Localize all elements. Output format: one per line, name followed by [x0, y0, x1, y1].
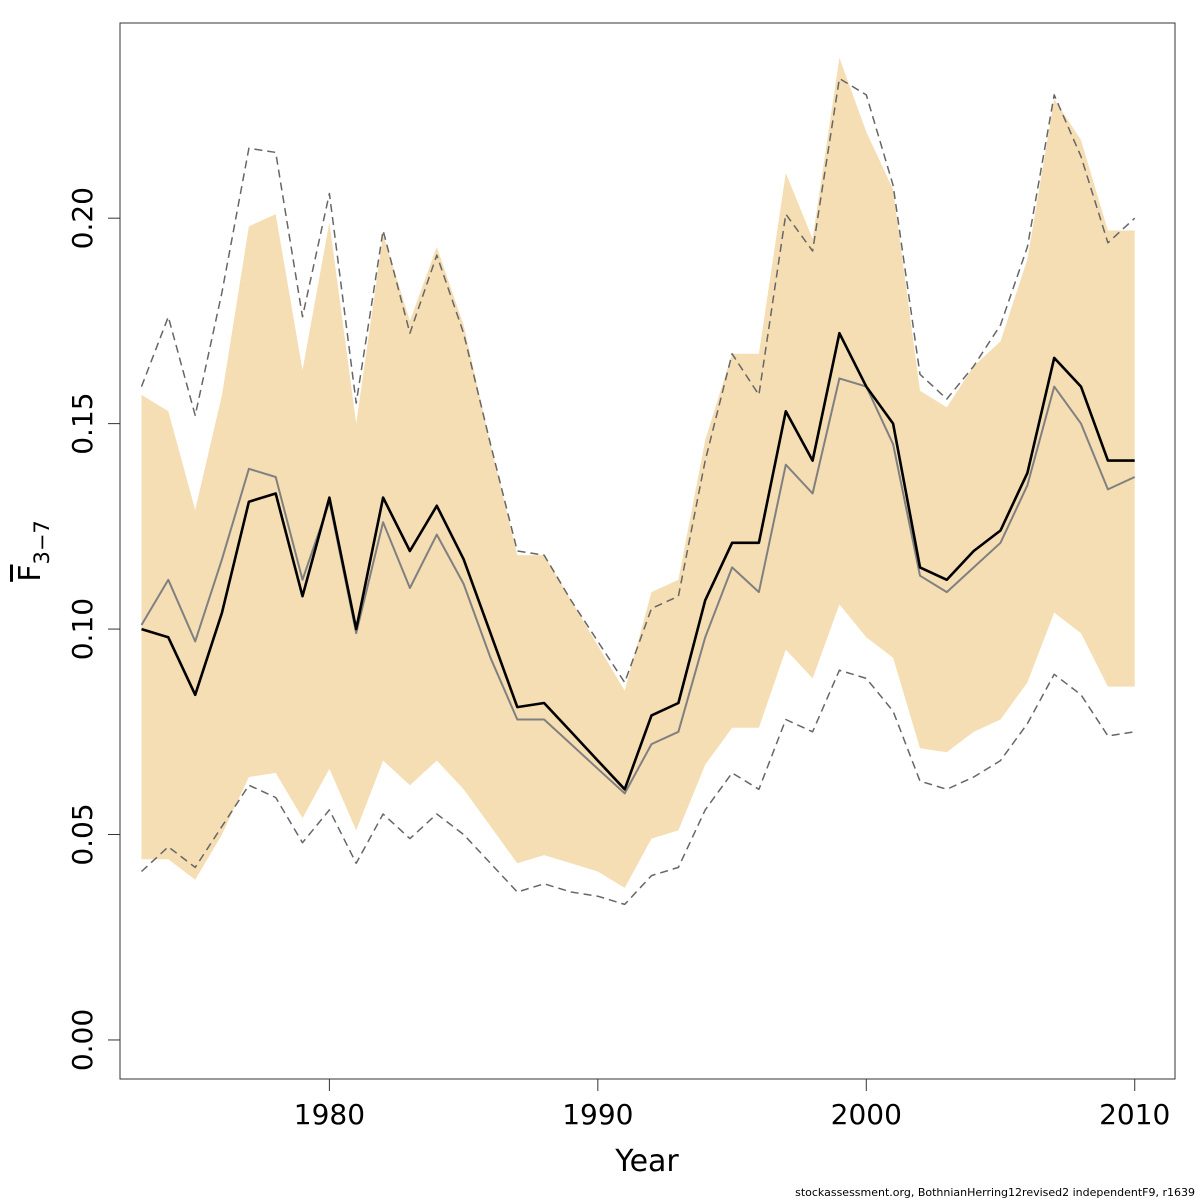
- y-axis-title-main: F: [13, 565, 48, 582]
- x-tick-label: 1990: [562, 1098, 633, 1131]
- y-tick-label: 0.15: [66, 392, 99, 454]
- y-tick-label: 0.00: [66, 1009, 99, 1071]
- y-tick-label: 0.10: [66, 598, 99, 660]
- y-axis-title: F3−7: [13, 520, 54, 582]
- estimate-line: [141, 331, 1135, 791]
- y-tick-label: 0.05: [66, 803, 99, 865]
- footer-credit: stockassessment.org, BothnianHerring12re…: [795, 1186, 1195, 1199]
- comparison-line: [140, 377, 1136, 795]
- x-axis: 1980 1990 2000 2010: [141, 1078, 1170, 1131]
- upper-bound-dashed-line: [140, 77, 1136, 684]
- y-axis: 0.00 0.05 0.10 0.15 0.20: [66, 187, 121, 1071]
- plot-marks: [140, 57, 1136, 906]
- x-tick-label: 1980: [294, 1098, 365, 1131]
- x-tick-label: 2000: [831, 1098, 902, 1131]
- x-tick-label: 2010: [1099, 1098, 1170, 1131]
- x-axis-title: Year: [614, 1144, 679, 1179]
- y-axis-title-subscript: 3−7: [30, 520, 54, 564]
- confidence-band: [141, 57, 1135, 888]
- y-tick-label: 0.20: [66, 187, 99, 249]
